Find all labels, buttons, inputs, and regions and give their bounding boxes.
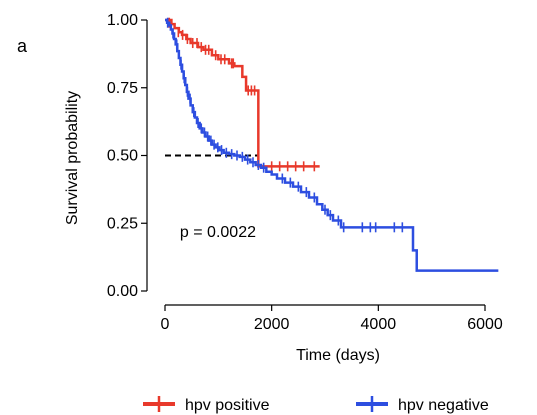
y-tick-label: 0.00	[107, 283, 138, 300]
y-axis-label: Survival probability	[64, 91, 81, 225]
legend-item-hpv-negative: hpv negative	[356, 396, 489, 414]
series-hpv-positive	[165, 17, 320, 172]
series-hpv-negative	[165, 17, 499, 272]
legend: hpv positive hpv negative	[143, 396, 489, 414]
p-value-annotation: p = 0.0022	[180, 224, 256, 241]
legend-label-hpv-positive: hpv positive	[185, 397, 270, 414]
y-tick-label: 0.25	[107, 215, 138, 232]
survival-curve-line	[165, 18, 499, 272]
y-tick-label: 0.50	[107, 148, 138, 165]
x-tick-label: 4000	[361, 316, 397, 333]
x-tick-label: 0	[161, 316, 170, 333]
x-tick-label: 6000	[467, 316, 503, 333]
panel-label: a	[17, 36, 28, 56]
x-tick-label: 2000	[254, 316, 290, 333]
y-tick-label: 0.75	[107, 80, 138, 97]
legend-item-hpv-positive: hpv positive	[143, 396, 270, 414]
survival-curves	[165, 17, 499, 272]
axes: 0.00 0.25 0.50 0.75 1.00 0 2000 4000 6000	[107, 12, 503, 333]
legend-label-hpv-negative: hpv negative	[398, 397, 489, 414]
x-axis-label: Time (days)	[296, 347, 380, 364]
y-tick-label: 1.00	[107, 12, 138, 29]
